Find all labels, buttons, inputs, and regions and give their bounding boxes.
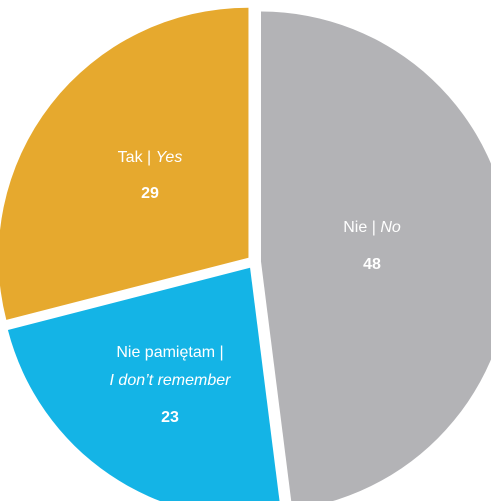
svg-text:Nie | No: Nie | No xyxy=(343,219,401,236)
slice-label-yes-en: Yes xyxy=(156,149,183,166)
slice-label-yes-pl: Tak xyxy=(118,149,144,166)
slice-label-dont-remember-pl: Nie pamiętam xyxy=(116,344,215,361)
slice-value-yes: 29 xyxy=(141,185,159,202)
slice-label-yes-sep: | xyxy=(143,149,152,166)
slice-label-no-en: No xyxy=(380,219,401,236)
pie-slices xyxy=(0,8,491,501)
svg-text:Nie pamiętam |: Nie pamiętam | xyxy=(116,344,223,361)
slice-label-dont-remember-sep: | xyxy=(215,344,224,361)
slice-label-no-sep: | xyxy=(367,219,376,236)
svg-text:I don’t remember: I don’t remember xyxy=(110,372,232,389)
slice-value-dont-remember: 23 xyxy=(161,409,179,426)
svg-text:Tak | Yes: Tak | Yes xyxy=(118,149,183,166)
slice-label-no-pl: Nie xyxy=(343,219,367,236)
slice-value-no: 48 xyxy=(363,256,381,273)
slice-label-dont-remember-en: I don’t remember xyxy=(110,372,232,389)
